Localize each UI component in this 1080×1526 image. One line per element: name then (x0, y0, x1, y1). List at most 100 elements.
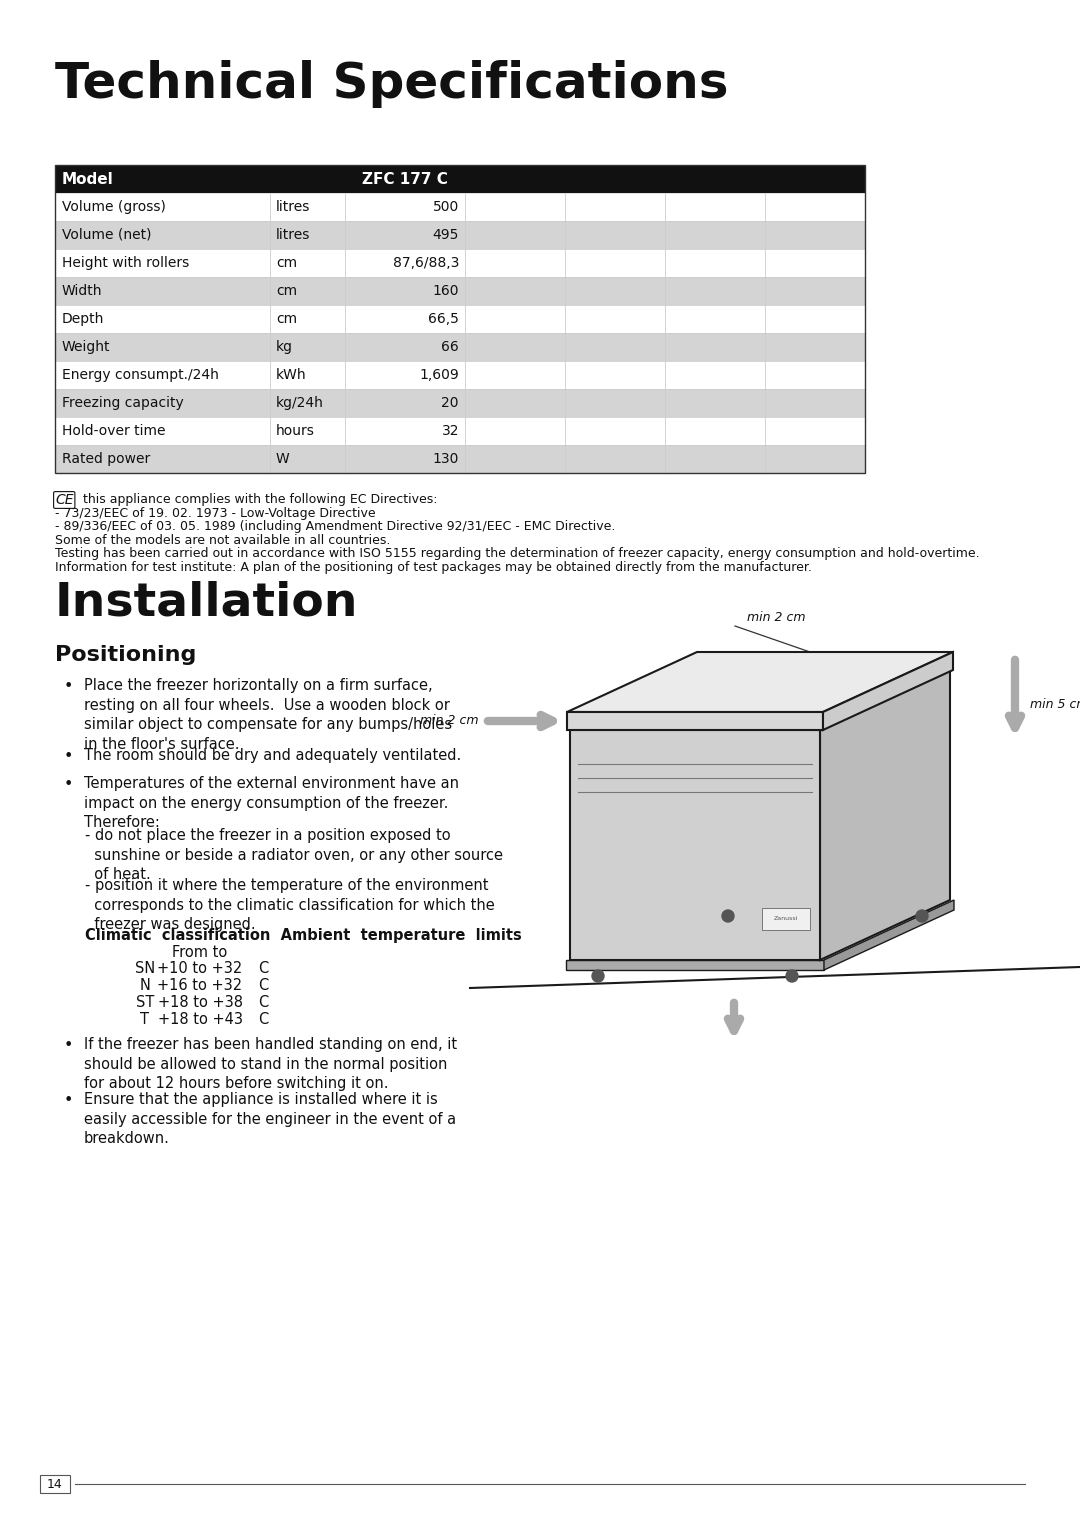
Bar (765, 192, 865, 221)
Bar (55, 417, 270, 446)
Bar (40, 1476, 70, 1492)
Bar (55, 333, 270, 362)
Text: cm: cm (276, 256, 297, 270)
Bar (345, 278, 465, 305)
Text: Depth: Depth (62, 311, 105, 327)
Bar (465, 278, 565, 305)
Text: 20: 20 (442, 397, 459, 410)
Bar (270, 446, 345, 473)
Text: litres: litres (276, 227, 310, 243)
Text: 130: 130 (433, 452, 459, 465)
Bar (565, 417, 665, 446)
Text: Hold-over time: Hold-over time (62, 424, 165, 438)
Polygon shape (820, 670, 950, 960)
Text: CE: CE (55, 493, 73, 507)
Bar (55, 305, 270, 333)
Bar (565, 221, 665, 249)
Text: 1,609: 1,609 (419, 368, 459, 382)
Bar (345, 362, 465, 389)
Text: From to: From to (173, 945, 228, 960)
Bar (565, 305, 665, 333)
Text: Some of the models are not available in all countries.: Some of the models are not available in … (55, 534, 390, 546)
Polygon shape (567, 652, 953, 713)
Text: +18 to +38: +18 to +38 (158, 995, 243, 1010)
Text: Freezing capacity: Freezing capacity (62, 397, 184, 410)
Bar (565, 278, 665, 305)
Bar (765, 333, 865, 362)
Text: 66,5: 66,5 (428, 311, 459, 327)
Text: Height with rollers: Height with rollers (62, 256, 189, 270)
Bar (565, 333, 665, 362)
Bar (665, 165, 765, 192)
Bar (270, 362, 345, 389)
Text: If the freezer has been handled standing on end, it
should be allowed to stand i: If the freezer has been handled standing… (84, 1038, 457, 1091)
Text: Place the freezer horizontally on a firm surface,
resting on all four wheels.  U: Place the freezer horizontally on a firm… (84, 678, 453, 752)
Bar (565, 249, 665, 278)
Bar (55, 305, 865, 333)
Text: - 73/23/EEC of 19. 02. 1973 - Low-Voltage Directive: - 73/23/EEC of 19. 02. 1973 - Low-Voltag… (55, 507, 376, 519)
Bar (765, 278, 865, 305)
Bar (270, 389, 345, 417)
Bar (345, 389, 465, 417)
Bar (55, 362, 270, 389)
Bar (55, 362, 865, 389)
Text: •: • (64, 777, 73, 792)
Text: ZFC 177 C: ZFC 177 C (362, 171, 448, 186)
Bar (465, 192, 565, 221)
Text: 87,6/88,3: 87,6/88,3 (393, 256, 459, 270)
Polygon shape (566, 960, 824, 971)
Bar (55, 389, 270, 417)
Bar (565, 192, 665, 221)
Bar (55, 389, 865, 417)
Text: N: N (139, 978, 150, 993)
Bar (270, 305, 345, 333)
Bar (665, 192, 765, 221)
Bar (565, 446, 665, 473)
Bar (665, 249, 765, 278)
Text: 66: 66 (442, 340, 459, 354)
Bar (270, 192, 345, 221)
Text: cm: cm (276, 311, 297, 327)
Text: •: • (64, 1093, 73, 1108)
Text: +16 to +32: +16 to +32 (158, 978, 243, 993)
Bar (465, 417, 565, 446)
Text: min 2 cm: min 2 cm (419, 714, 478, 728)
Bar (55, 192, 270, 221)
Text: •: • (64, 749, 73, 765)
Bar (55, 417, 865, 446)
Text: kWh: kWh (276, 368, 307, 382)
Bar (55, 165, 270, 192)
Bar (55, 446, 865, 473)
Bar (55, 221, 865, 249)
Bar (665, 305, 765, 333)
Bar (55, 192, 865, 221)
Polygon shape (762, 908, 810, 929)
Bar (465, 446, 565, 473)
Bar (55, 249, 270, 278)
Bar (465, 389, 565, 417)
Text: C: C (258, 1012, 268, 1027)
Text: 495: 495 (433, 227, 459, 243)
Bar (665, 446, 765, 473)
Circle shape (723, 909, 734, 922)
Text: Positioning: Positioning (55, 645, 197, 665)
Bar (765, 446, 865, 473)
Text: Energy consumpt./24h: Energy consumpt./24h (62, 368, 219, 382)
Bar (765, 249, 865, 278)
Bar (665, 389, 765, 417)
Bar (55, 278, 270, 305)
Bar (345, 305, 465, 333)
Bar (270, 417, 345, 446)
Bar (270, 278, 345, 305)
Bar (465, 165, 565, 192)
Text: Rated power: Rated power (62, 452, 150, 465)
Bar (565, 389, 665, 417)
Text: litres: litres (276, 200, 310, 214)
Bar (765, 362, 865, 389)
Text: T: T (140, 1012, 149, 1027)
Text: 32: 32 (442, 424, 459, 438)
Text: Information for test institute: A plan of the positioning of test packages may b: Information for test institute: A plan o… (55, 560, 812, 574)
Bar (345, 221, 465, 249)
Polygon shape (570, 729, 820, 960)
Text: Ensure that the appliance is installed where it is
easily accessible for the eng: Ensure that the appliance is installed w… (84, 1093, 456, 1146)
